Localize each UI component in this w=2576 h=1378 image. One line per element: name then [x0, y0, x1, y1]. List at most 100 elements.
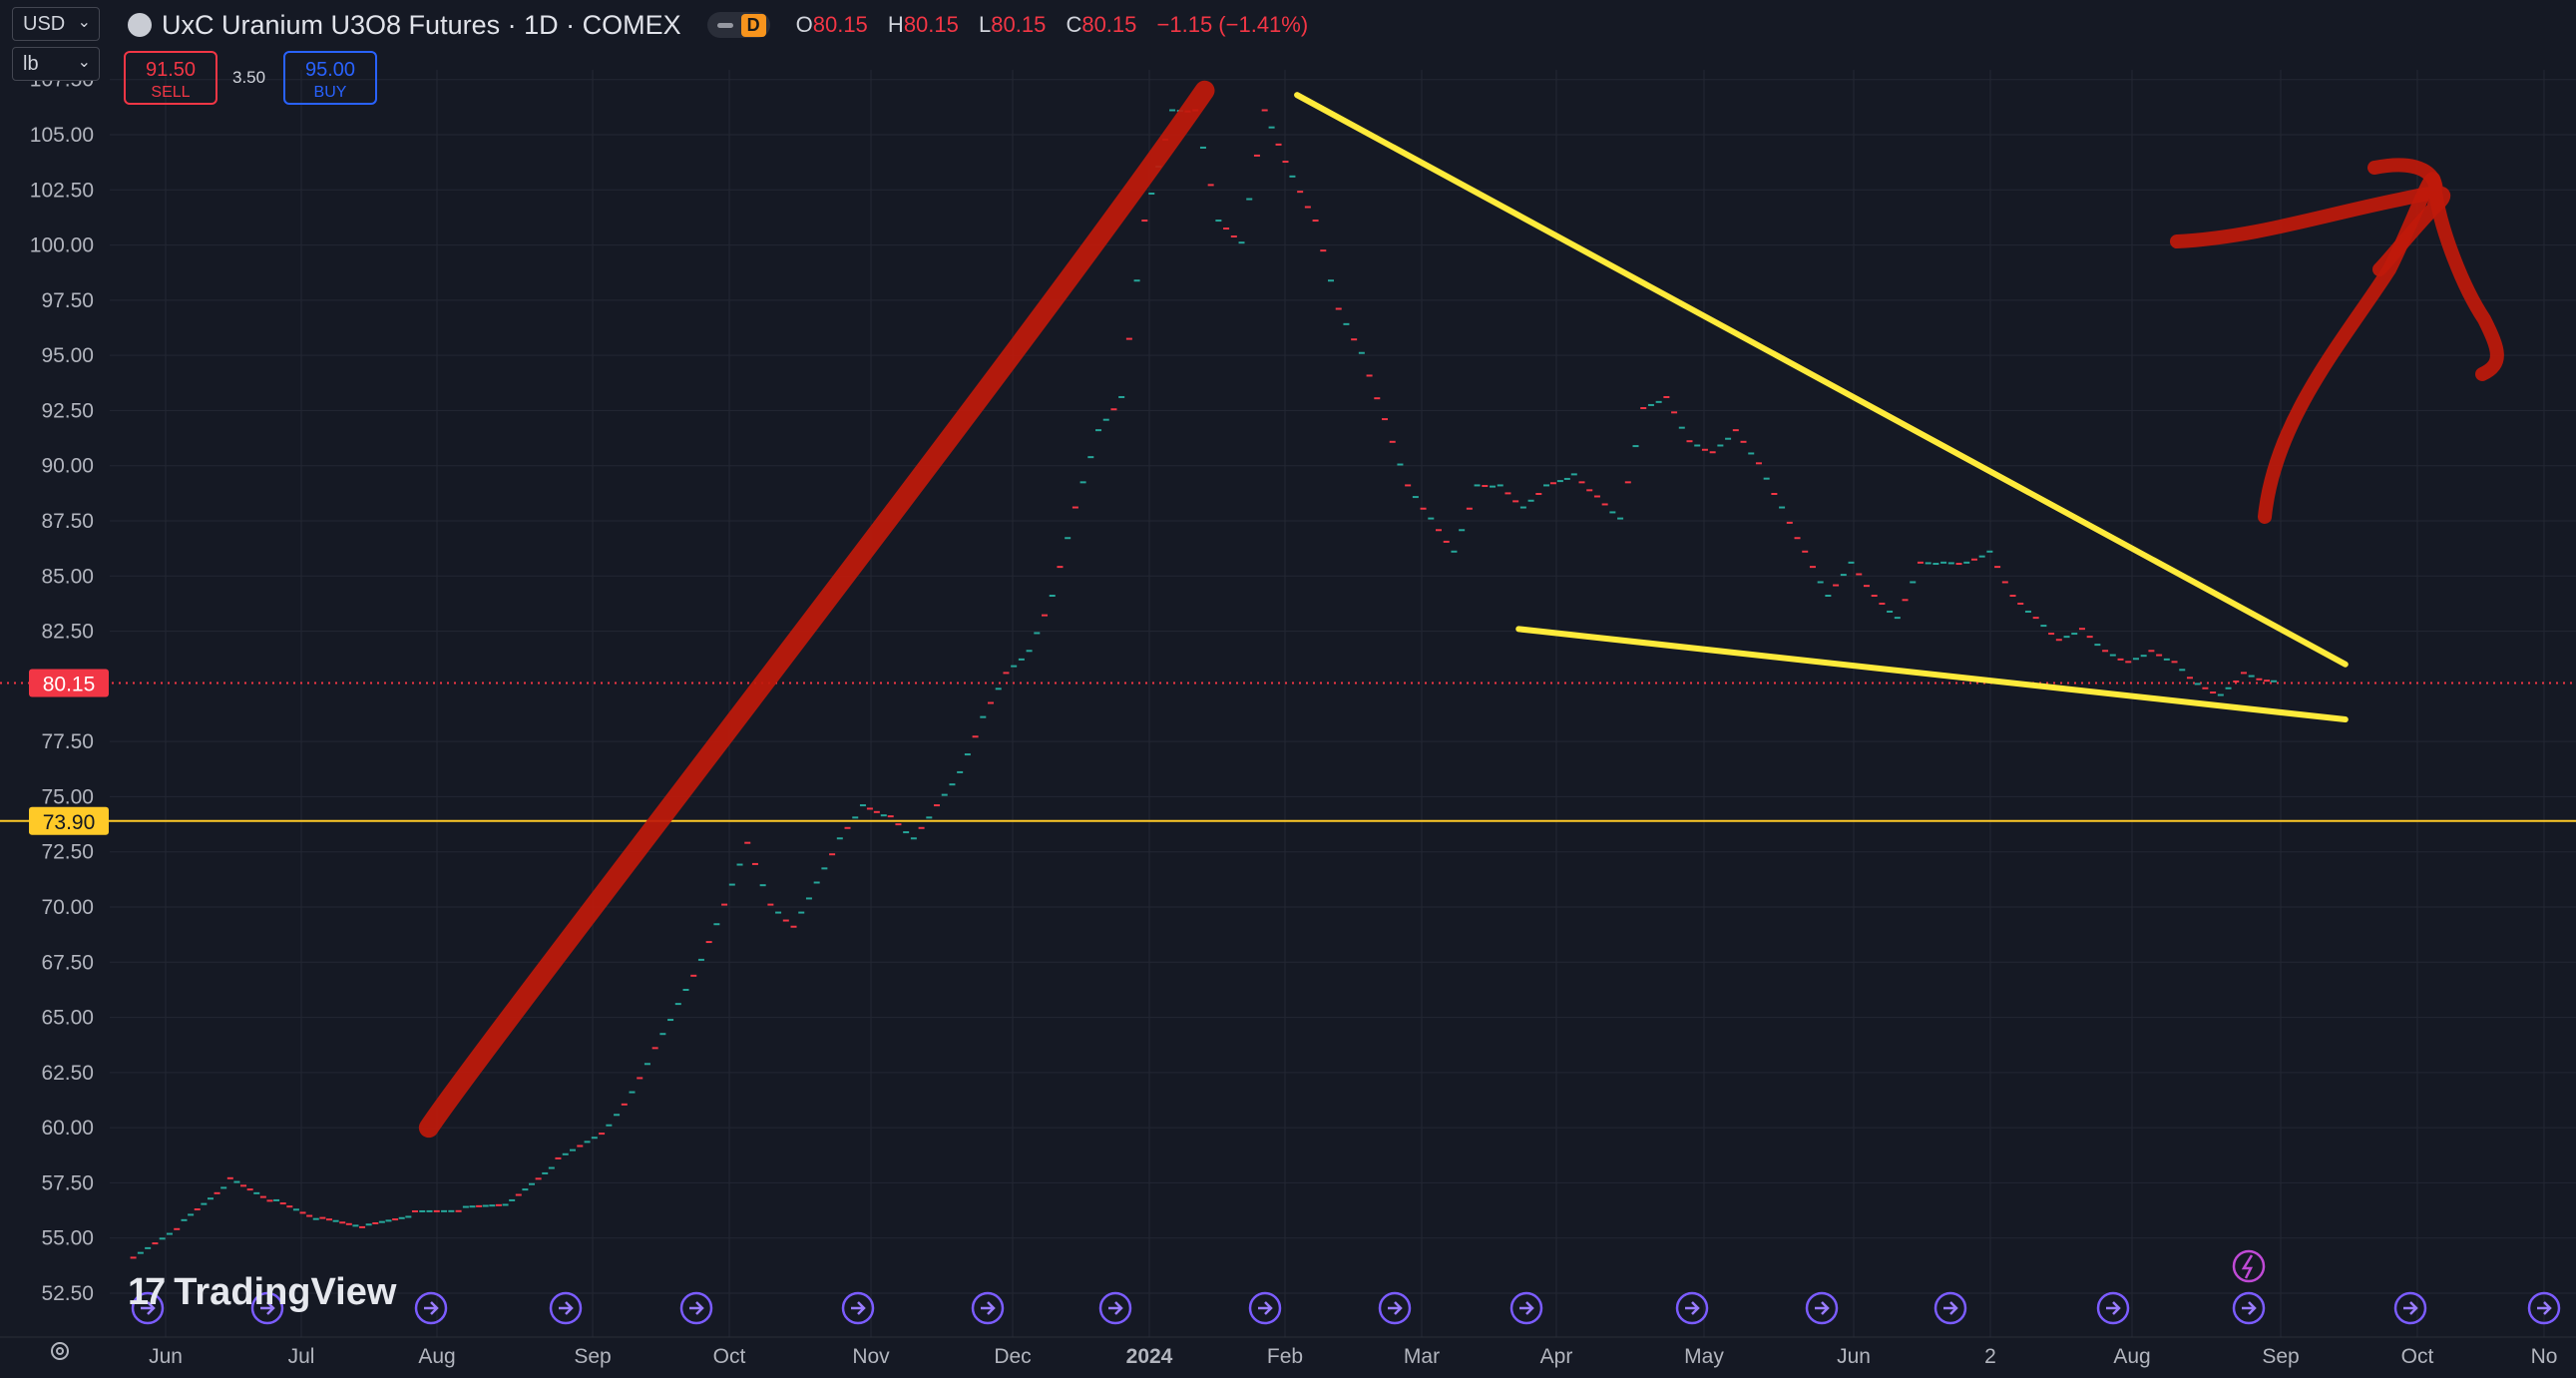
event-marker-icon	[131, 1291, 165, 1325]
price-tick-label: 55.00	[41, 1227, 94, 1250]
price-tick-label: 97.50	[41, 289, 94, 312]
event-arrow-icon	[1108, 1301, 1123, 1315]
event-arrow-icon	[1815, 1301, 1830, 1315]
event-arrow-icon	[424, 1301, 439, 1315]
trend-line-1	[1515, 626, 2349, 723]
event-arrow-icon	[141, 1301, 156, 1315]
tradingview-logo-icon: 17	[128, 1271, 166, 1313]
buy-button[interactable]: 95.00 BUY	[283, 51, 377, 105]
buy-price: 95.00	[304, 59, 356, 81]
event-arrow-icon	[689, 1301, 704, 1315]
event-arrow-icon	[559, 1301, 574, 1315]
watermark-text: TradingView	[174, 1271, 397, 1313]
event-marker-icon	[1933, 1291, 1967, 1325]
time-tick-label: 2	[1984, 1345, 1996, 1368]
time-tick-label: Mar	[1404, 1345, 1440, 1368]
sell-price: 91.50	[145, 59, 197, 81]
open-value: 80.15	[812, 12, 868, 37]
event-arrow-icon	[260, 1301, 275, 1315]
event-marker-icon	[250, 1291, 284, 1325]
unit-value: lb	[23, 52, 39, 75]
price-tick-label: 105.00	[30, 124, 94, 147]
event-arrow-icon	[2106, 1301, 2121, 1315]
event-marker-icon	[1378, 1291, 1412, 1325]
price-tick-label: 82.50	[41, 621, 94, 644]
tradingview-watermark[interactable]: 17 TradingView	[128, 1271, 396, 1314]
last-price-label: 80.15	[43, 674, 96, 696]
lightning-event-icon	[2232, 1249, 2266, 1283]
unit-select[interactable]: lb ⌄	[12, 47, 100, 81]
event-marker-icon	[1098, 1291, 1132, 1325]
event-marker-icon	[841, 1291, 875, 1325]
time-tick-label: Oct	[713, 1345, 746, 1368]
price-series	[130, 109, 2278, 1259]
time-tick-label: Aug	[418, 1345, 455, 1368]
price-tick-label: 65.00	[41, 1007, 94, 1030]
time-tick-label: Jun	[149, 1345, 183, 1368]
time-tick-label: Jul	[288, 1345, 315, 1368]
visibility-pill[interactable]: D	[706, 12, 770, 38]
time-tick-label: Oct	[2401, 1345, 2434, 1368]
close-key: C	[1066, 12, 1082, 37]
event-arrow-icon	[981, 1301, 996, 1315]
event-arrow-icon	[2242, 1301, 2257, 1315]
time-axis: Jun Jul Aug Sep Oct Nov Dec 2024 Feb Mar Apr May Jun…	[149, 1345, 2557, 1368]
price-tick-label: 62.50	[41, 1062, 94, 1085]
horizontal-line-label: 73.90	[43, 811, 96, 834]
minus-icon	[716, 22, 733, 28]
buy-label: BUY	[313, 84, 347, 101]
sell-label: SELL	[151, 84, 191, 101]
time-tick-label: Aug	[2113, 1345, 2150, 1368]
price-axis: 107.50105.00102.50100.0097.5095.0092.509…	[30, 69, 94, 1305]
price-tick-label: 75.00	[41, 785, 94, 808]
red-up-stroke	[418, 80, 1215, 1139]
event-marker-icon	[679, 1291, 713, 1325]
event-arrow-icon	[1685, 1301, 1700, 1315]
event-arrow-icon	[2403, 1301, 2418, 1315]
price-tick-label: 95.00	[41, 344, 94, 367]
last-price-label-bg	[29, 669, 109, 697]
red-arrow-head	[2170, 158, 2451, 276]
price-tick-label: 60.00	[41, 1117, 94, 1140]
time-tick-label: May	[1684, 1345, 1724, 1368]
close-value: 80.15	[1081, 12, 1137, 37]
event-marker-icon	[1509, 1291, 1543, 1325]
price-tick-label: 90.00	[41, 455, 94, 478]
horizontal-line-label-bg	[29, 806, 109, 835]
event-marker-icon	[2096, 1291, 2130, 1325]
event-markers	[131, 1249, 2561, 1325]
price-tick-label: 70.00	[41, 896, 94, 919]
time-tick-label: 2024	[1126, 1345, 1173, 1368]
time-tick-label: Sep	[574, 1345, 611, 1368]
price-tick-label: 72.50	[41, 841, 94, 864]
symbol-title[interactable]: UxC Uranium U3O8 Futures · 1D · COMEX	[162, 9, 681, 40]
delayed-badge: D	[740, 13, 766, 37]
symbol-header: UxC Uranium U3O8 Futures · 1D · COMEX D …	[128, 8, 1308, 42]
drawings-layer	[418, 80, 2504, 1139]
price-tick-label: 52.50	[41, 1282, 94, 1305]
event-marker-icon	[2232, 1291, 2266, 1325]
event-marker-icon	[1805, 1291, 1839, 1325]
settings-gear-icon[interactable]	[48, 1339, 72, 1363]
trend-line-0	[1294, 92, 2349, 668]
chevron-down-icon: ⌄	[77, 14, 91, 31]
time-tick-label: Dec	[994, 1345, 1031, 1368]
price-tick-label: 92.50	[41, 399, 94, 422]
time-tick-label: Feb	[1267, 1345, 1303, 1368]
change-value: −1.15 (−1.41%)	[1156, 12, 1309, 37]
currency-select[interactable]: USD ⌄	[12, 7, 100, 41]
event-marker-icon	[2527, 1291, 2561, 1325]
price-tick-label: 87.50	[41, 510, 94, 533]
spread-value: 3.50	[232, 68, 266, 87]
high-value: 80.15	[903, 12, 959, 37]
event-arrow-icon	[1943, 1301, 1958, 1315]
open-key: O	[795, 12, 813, 37]
high-key: H	[887, 12, 904, 37]
time-tick-label: Nov	[852, 1345, 890, 1368]
currency-value: USD	[23, 12, 66, 35]
sell-button[interactable]: 91.50 SELL	[124, 51, 217, 105]
price-tick-label: 100.00	[30, 234, 94, 257]
event-marker-icon	[414, 1291, 448, 1325]
event-marker-icon	[971, 1291, 1005, 1325]
